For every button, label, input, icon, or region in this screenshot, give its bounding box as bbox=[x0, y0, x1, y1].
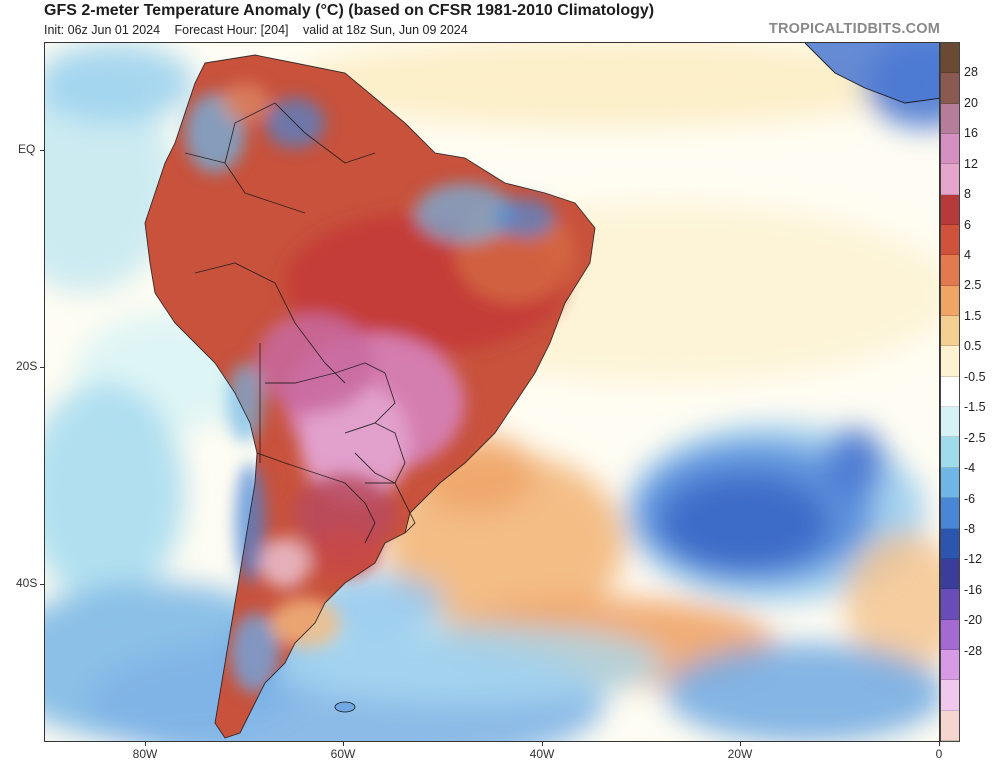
lon-label-0: 0 bbox=[935, 747, 943, 761]
colorbar-swatch bbox=[941, 225, 959, 256]
map-subtitle: Init: 06z Jun 01 2024 Forecast Hour: [20… bbox=[44, 23, 479, 37]
anomaly-map-canvas bbox=[45, 43, 939, 741]
colorbar-tick-label: 0.5 bbox=[964, 339, 982, 354]
lat-label-eq: EQ bbox=[18, 142, 36, 156]
lat-label-40s: 40S bbox=[16, 576, 38, 590]
colorbar-swatch bbox=[941, 528, 959, 559]
colorbar-swatch bbox=[941, 285, 959, 317]
lat-tick-20s bbox=[40, 367, 44, 368]
colorbar-tick-label: -4 bbox=[964, 461, 976, 476]
colorbar-tick-label: 28 bbox=[964, 65, 978, 80]
colorbar-swatch bbox=[941, 619, 959, 650]
lat-tick-eq bbox=[40, 150, 44, 151]
lon-label-60w: 60W bbox=[330, 747, 356, 761]
lon-label-40w: 40W bbox=[529, 747, 555, 761]
lat-tick-40s bbox=[40, 584, 44, 585]
colorbar-tick-label: 8 bbox=[964, 187, 971, 202]
colorbar-swatch bbox=[941, 680, 959, 711]
colorbar-swatch bbox=[941, 346, 959, 377]
colorbar-tick-label: -2.5 bbox=[964, 430, 986, 445]
colorbar-swatch bbox=[941, 498, 959, 529]
colorbar-tick-label: -12 bbox=[964, 552, 983, 567]
colorbar-tick-label: -6 bbox=[964, 491, 976, 506]
land-anomaly-field bbox=[185, 83, 575, 693]
colorbar-tick-label: 4 bbox=[964, 248, 971, 263]
lon-tick-60w bbox=[343, 742, 344, 746]
colorbar-swatch bbox=[941, 194, 959, 226]
colorbar-swatch bbox=[941, 407, 959, 438]
colorbar-swatch bbox=[941, 649, 959, 681]
colorbar-swatch bbox=[941, 437, 959, 468]
colorbar-tick-label: -1.5 bbox=[964, 400, 986, 415]
colorbar-swatch bbox=[941, 43, 959, 74]
colorbar-swatch bbox=[941, 255, 959, 286]
colorbar-tick-label: 2.5 bbox=[964, 278, 982, 293]
colorbar-swatch bbox=[941, 316, 959, 347]
anomaly-map bbox=[44, 42, 940, 742]
map-title: GFS 2-meter Temperature Anomaly (°C) (ba… bbox=[44, 2, 655, 19]
colorbar-tick-label: -0.5 bbox=[964, 369, 986, 384]
source-credit: TROPICALTIDBITS.COM bbox=[768, 21, 940, 37]
colorbar-tick-label: 6 bbox=[964, 217, 971, 232]
lon-tick-80w bbox=[145, 742, 146, 746]
colorbar-swatch bbox=[941, 589, 959, 620]
init-time: Init: 06z Jun 01 2024 bbox=[44, 23, 161, 37]
lon-tick-20w bbox=[740, 742, 741, 746]
falkland-islands bbox=[334, 701, 356, 713]
colorbar-swatch bbox=[941, 134, 959, 165]
colorbar-tick-label: -28 bbox=[964, 643, 983, 658]
lon-label-80w: 80W bbox=[132, 747, 158, 761]
lon-label-20w: 20W bbox=[727, 747, 753, 761]
colorbar-tick-label: -16 bbox=[964, 582, 983, 597]
colorbar-swatch bbox=[941, 376, 959, 408]
colorbar-tick-label: 16 bbox=[964, 126, 978, 141]
colorbar-swatch bbox=[941, 710, 959, 741]
colorbar-swatch bbox=[941, 467, 959, 499]
lon-tick-0 bbox=[939, 742, 940, 746]
colorbar-tick-label: -8 bbox=[964, 521, 976, 536]
lat-label-20s: 20S bbox=[16, 359, 38, 373]
colorbar-swatch bbox=[941, 73, 959, 104]
colorbar-swatch bbox=[941, 164, 959, 195]
colorbar-tick-label: 12 bbox=[964, 156, 978, 171]
colorbar-tick-label: 1.5 bbox=[964, 308, 982, 323]
lon-tick-40w bbox=[542, 742, 543, 746]
africa-coast bbox=[805, 43, 939, 103]
forecast-hour: Forecast Hour: [204] bbox=[174, 23, 289, 37]
colorbar-swatch bbox=[941, 103, 959, 135]
colorbar-tick-label: -20 bbox=[964, 613, 983, 628]
colorbar-swatch bbox=[941, 558, 959, 590]
colorbar bbox=[940, 42, 960, 742]
colorbar-tick-label: 20 bbox=[964, 95, 978, 110]
africa-coastline bbox=[804, 43, 939, 104]
valid-time: valid at 18z Sun, Jun 09 2024 bbox=[302, 23, 468, 37]
country-borders bbox=[144, 54, 596, 739]
